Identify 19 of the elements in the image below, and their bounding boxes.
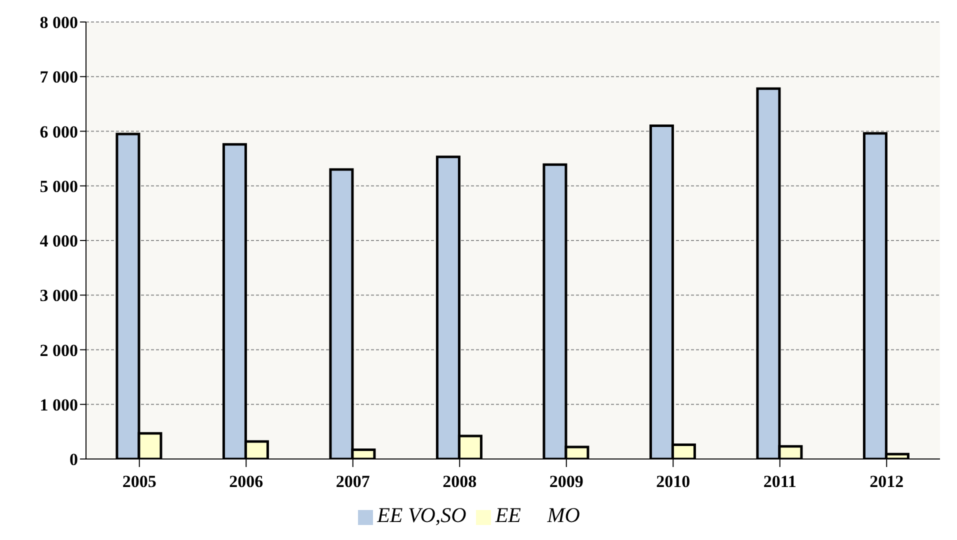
x-tick-label: 2005 xyxy=(122,472,156,492)
x-tick-label: 2010 xyxy=(656,472,690,492)
x-tick-label: 2009 xyxy=(549,472,584,492)
y-tick-label: 4 000 xyxy=(40,232,78,251)
y-tick-label: 8 000 xyxy=(40,13,78,32)
x-tick-label: 2012 xyxy=(870,472,904,492)
y-tick-label: 5 000 xyxy=(40,176,78,196)
legend-label: EE MO xyxy=(495,503,580,527)
y-tick-label: 2 000 xyxy=(40,340,78,360)
x-tick-label: 2006 xyxy=(229,472,264,492)
y-tick-label: 7 000 xyxy=(40,68,78,87)
x-tick-label: 2007 xyxy=(336,472,370,492)
y-tick-label: 0 xyxy=(70,450,78,470)
y-tick-label: 3 000 xyxy=(40,286,78,306)
x-tick-label: 2008 xyxy=(442,472,477,492)
legend-label: EE VO,SO xyxy=(377,503,466,527)
y-tick-label: 6 000 xyxy=(40,122,78,142)
y-tick-label: 1 000 xyxy=(40,395,78,414)
x-tick-label: 2011 xyxy=(763,472,796,492)
